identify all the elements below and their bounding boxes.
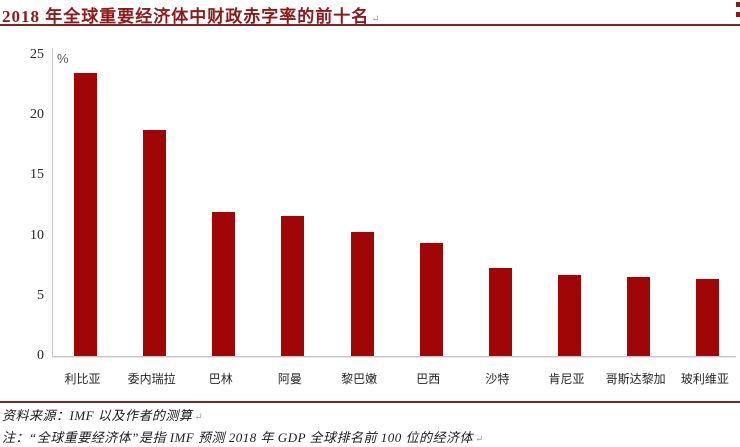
x-axis-category-label: 沙特 bbox=[485, 372, 510, 386]
y-axis-unit-label: % bbox=[57, 51, 69, 66]
bar-巴林 bbox=[212, 212, 236, 356]
bar-肯尼亚 bbox=[558, 275, 582, 356]
source-note-text: 资料来源：IMF 以及作者的测算 bbox=[2, 408, 193, 423]
paragraph-mark-icon: ↵ bbox=[475, 434, 484, 445]
clipped-text-artifact bbox=[736, 2, 740, 7]
definition-note-text: 注：“全球重要经济体”是指 IMF 预测 2018 年 GDP 全球排名前 10… bbox=[2, 430, 474, 445]
x-axis-category-label: 巴林 bbox=[208, 372, 233, 386]
bar-沙特 bbox=[488, 268, 512, 356]
paragraph-mark-icon: ↵ bbox=[194, 412, 203, 423]
x-axis-category-label: 巴西 bbox=[416, 372, 441, 386]
bar-利比亚 bbox=[74, 73, 97, 356]
x-axis-category-label: 肯尼亚 bbox=[548, 372, 585, 386]
bar-玻利维亚 bbox=[696, 279, 720, 356]
y-axis-tick-label: 20 bbox=[30, 107, 44, 123]
x-axis-category-label: 利比亚 bbox=[64, 372, 101, 386]
paragraph-mark-icon: ↵ bbox=[371, 14, 380, 25]
x-axis-line bbox=[52, 356, 736, 357]
x-axis-category-label: 哥斯达黎加 bbox=[605, 372, 666, 386]
y-axis-line bbox=[52, 48, 53, 356]
bar-委内瑞拉 bbox=[143, 130, 167, 356]
y-axis-tick-label: 5 bbox=[37, 287, 44, 303]
y-axis-tick-label: 15 bbox=[30, 167, 44, 183]
x-axis-category-label: 玻利维亚 bbox=[680, 372, 729, 386]
chart-title: 2018 年全球重要经济体中财政赤字率的前十名 ↵ bbox=[2, 2, 380, 27]
chart-title-text: 2018 年全球重要经济体中财政赤字率的前十名 bbox=[2, 7, 370, 26]
bar-哥斯达黎加 bbox=[627, 277, 651, 356]
y-axis-tick-label: 10 bbox=[30, 227, 44, 243]
bar-巴西 bbox=[419, 243, 443, 356]
x-axis-category-label: 黎巴嫩 bbox=[341, 372, 378, 386]
title-divider-rule bbox=[0, 24, 740, 26]
definition-note: 注：“全球重要经济体”是指 IMF 预测 2018 年 GDP 全球排名前 10… bbox=[2, 427, 483, 446]
footer-divider-rule bbox=[0, 401, 740, 403]
x-axis-category-label: 阿曼 bbox=[277, 372, 302, 386]
bar-黎巴嫩 bbox=[350, 232, 374, 356]
source-note: 资料来源：IMF 以及作者的测算 ↵ bbox=[2, 405, 203, 424]
bar-阿曼 bbox=[281, 216, 305, 356]
x-axis-category-label: 委内瑞拉 bbox=[127, 372, 176, 386]
clipped-text-artifact bbox=[736, 12, 740, 17]
y-axis-tick-label: 0 bbox=[37, 348, 44, 363]
y-axis-tick-label: 25 bbox=[30, 47, 44, 62]
